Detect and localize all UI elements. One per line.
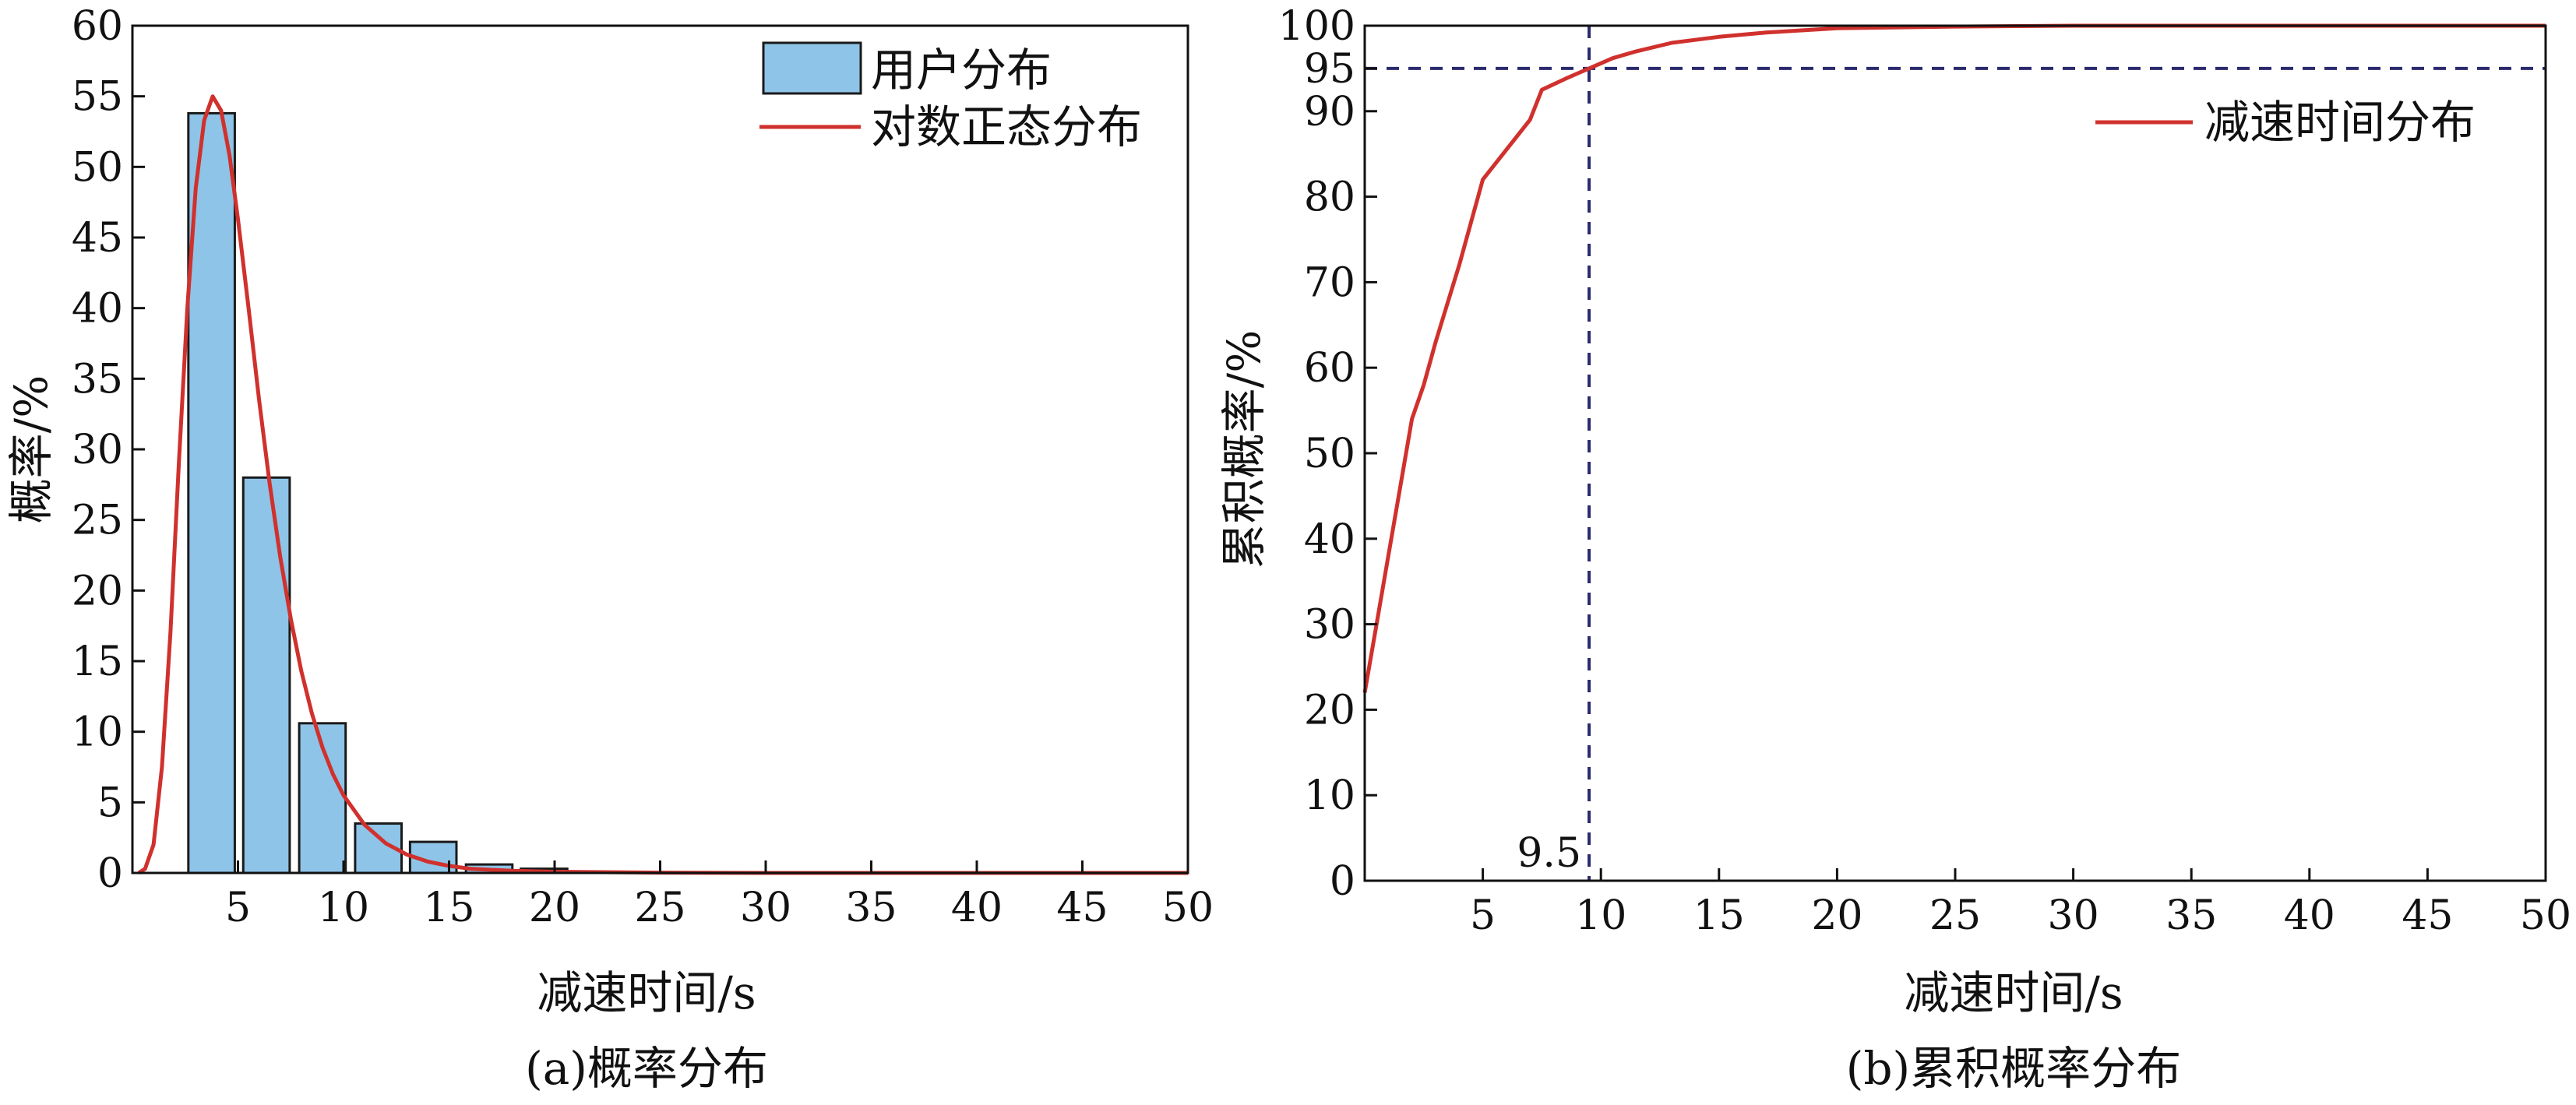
y-tick-label: 55 [72, 74, 123, 121]
x-tick-label: 35 [2165, 892, 2217, 939]
y-tick-label: 25 [72, 498, 123, 544]
chart-b-reference-lines [1365, 26, 2546, 881]
chart-a-y-axis-label: 概率/% [5, 375, 58, 524]
x-tick-label: 50 [2520, 892, 2571, 939]
y-tick-label: 60 [1304, 345, 1355, 392]
chart-a-legend-label-curve: 对数正态分布 [871, 100, 1142, 153]
x-tick-label: 35 [845, 885, 897, 931]
bar [187, 111, 236, 874]
y-tick-label: 100 [1278, 3, 1355, 50]
bar [241, 476, 291, 874]
x-tick-label: 5 [1470, 892, 1496, 939]
lognormal-curve [137, 94, 1188, 875]
x-tick-label: 30 [740, 885, 791, 931]
chart-a-y-ticks: 0 5 10 15 20 25 30 35 40 45 50 55 60 [72, 3, 145, 897]
cumulative-curve [1362, 23, 2546, 693]
x-tick-label: 20 [1811, 892, 1862, 939]
chart-b: 5 10 15 20 25 30 35 40 45 50 01020304050607080909… [1218, 3, 2571, 1095]
x-tick-label: 15 [423, 885, 474, 931]
x-tick-label: 45 [1056, 885, 1108, 931]
y-tick-label: 50 [1304, 431, 1355, 477]
chart-a-legend: 用户分布 对数正态分布 [759, 41, 1142, 153]
y-tick-label: 40 [1304, 516, 1355, 563]
x-tick-label: 45 [2402, 892, 2453, 939]
y-tick-label: 5 [97, 779, 123, 826]
y-tick-label: 45 [72, 215, 123, 262]
chart-b-x-axis-label: 减速时间/s [1904, 966, 2123, 1019]
chart-a-legend-label-bars: 用户分布 [871, 44, 1052, 97]
x-tick-label: 40 [951, 885, 1003, 931]
chart-a-curve [137, 94, 1188, 875]
y-tick-label: 15 [72, 639, 123, 685]
x-tick-label: 5 [225, 885, 251, 931]
y-tick-label: 20 [1304, 687, 1355, 734]
chart-b-curve [1362, 23, 2546, 693]
y-tick-label: 60 [72, 3, 123, 50]
y-tick-label: 30 [72, 427, 123, 473]
x-tick-label: 10 [318, 885, 369, 931]
x-tick-label: 10 [1575, 892, 1626, 939]
y-tick-label: 20 [72, 568, 123, 614]
y-tick-label: 80 [1304, 174, 1355, 221]
y-tick-label: 30 [1304, 602, 1355, 649]
chart-b-x-ticks: 5 10 15 20 25 30 35 40 45 50 [1470, 868, 2571, 939]
y-tick-label: 0 [97, 850, 123, 897]
chart-a-legend-bar-swatch [762, 41, 862, 95]
chart-a: 5 10 15 20 25 30 35 40 45 50 0 5 10 15 20 25 30 35 40 45 50… [5, 3, 1214, 1095]
chart-a-caption: (a)概率分布 [525, 1042, 768, 1095]
y-tick-label: 10 [72, 709, 123, 756]
y-tick-label: 0 [1330, 858, 1355, 905]
y-tick-label: 50 [72, 144, 123, 191]
y-tick-label: 35 [72, 356, 123, 403]
y-tick-label: 90 [1304, 89, 1355, 135]
y-tick-label: 10 [1304, 772, 1355, 819]
x-tick-label: 15 [1693, 892, 1745, 939]
x-tick-label: 40 [2284, 892, 2335, 939]
x-tick-label: 25 [634, 885, 685, 931]
x-tick-label: 25 [1929, 892, 1981, 939]
chart-a-x-axis-label: 减速时间/s [537, 966, 756, 1019]
chart-a-x-ticks: 5 10 15 20 25 30 35 40 45 50 [225, 860, 1214, 931]
x-tick-label: 30 [2048, 892, 2099, 939]
chart-b-legend: 减速时间分布 [2095, 96, 2476, 149]
chart-b-reference-x-label: 9.5 [1517, 830, 1581, 877]
chart-b-plot-frame [1363, 24, 2547, 882]
chart-b-legend-label: 减速时间分布 [2204, 96, 2476, 149]
x-tick-label: 20 [529, 885, 580, 931]
chart-b-y-axis-label: 累积概率/% [1218, 330, 1270, 569]
y-tick-label: 70 [1304, 259, 1355, 306]
y-tick-label: 40 [72, 286, 123, 333]
chart-b-caption: (b)累积概率分布 [1846, 1042, 2181, 1095]
x-tick-label: 50 [1162, 885, 1214, 931]
y-tick-label: 95 [1304, 46, 1355, 93]
chart-a-bars [187, 111, 569, 874]
